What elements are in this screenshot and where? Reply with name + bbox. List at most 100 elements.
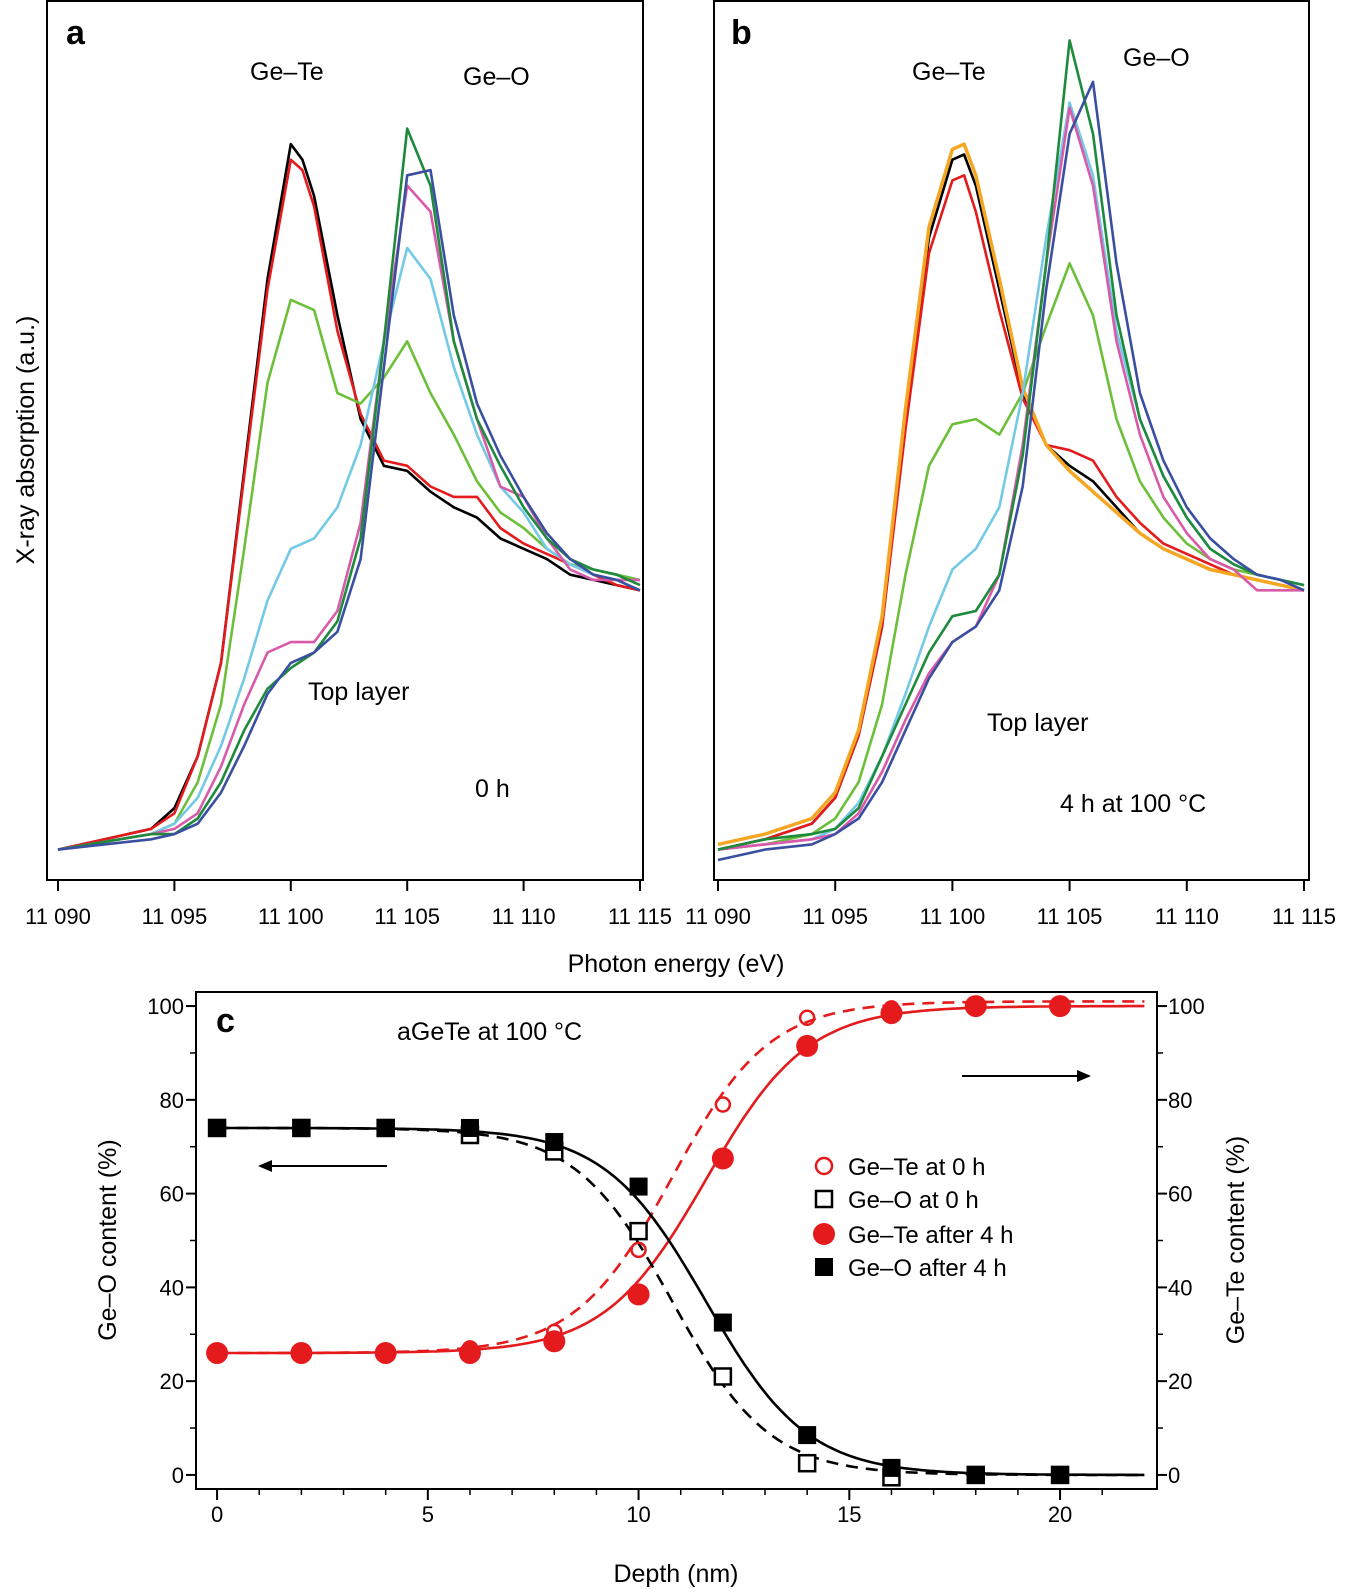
- panel-c-y-tick-label-left: 0: [172, 1463, 184, 1488]
- panel-b-frame: [713, 0, 1310, 881]
- panel-c-point-ge-o-at-0-h: [629, 1221, 648, 1241]
- panel-c-fit-ge-o-at-0-h: [217, 1126, 1145, 1477]
- panel-a-y-axis-title: X-ray absorption (a.u.): [12, 316, 40, 565]
- panel-b-series-light-blue: [717, 101, 1305, 851]
- panel-b-series-orange: [717, 142, 1305, 847]
- panel-c-point-ge-te-after-4-h: [711, 1147, 734, 1170]
- panel-c-axes: 0 5 10 15 20 0 0 20 20 40 40 60 60 80 80 100 100: [147, 994, 1204, 1527]
- panel-c-y-tick-label-left: 100: [147, 994, 184, 1019]
- panel-a-annotation-time: 0 h: [475, 775, 510, 803]
- legend-marker-gete-0h: [814, 1156, 834, 1176]
- panel-a: 11 090 11 095 11 100 11 105 11 110 11 115 a G…: [12, 0, 672, 929]
- panel-b-x-tick-label: 11 100: [920, 904, 986, 929]
- panel-b-series-dark-green: [717, 39, 1305, 851]
- panel-c-y-axis-title-left: Ge–O content (%): [94, 1139, 122, 1340]
- panel-b-x-tick-label: 11 105: [1037, 904, 1103, 929]
- panel-a-series-magenta: [57, 184, 640, 851]
- panel-c-point-ge-o-after-4-h: [376, 1118, 395, 1137]
- panel-c-point-ge-o-after-4-h: [882, 1458, 901, 1477]
- panel-c-point-ge-te-after-4-h: [964, 995, 987, 1018]
- panel-b-x-tick-label: 11 095: [802, 904, 868, 929]
- panel-b-annotation-time: 4 h at 100 °C: [1060, 790, 1206, 818]
- panel-a-series-red: [57, 158, 641, 851]
- panel-a-series-light-green: [57, 298, 641, 851]
- panel-a-series-dark-blue: [57, 168, 641, 851]
- panel-b-x-tick-label: 11 090: [685, 904, 751, 929]
- panel-c-point-ge-o-after-4-h: [713, 1313, 732, 1332]
- panel-c-point-ge-te-after-4-h: [1049, 995, 1072, 1018]
- panel-c-point-ge-o-after-4-h: [966, 1465, 985, 1484]
- panel-c-y-axis-title-right: Ge–Te content (%): [1222, 1136, 1250, 1344]
- panel-c-y-tick-label-right: 0: [1168, 1463, 1180, 1488]
- panel-c-y-tick-label-right: 80: [1168, 1088, 1192, 1113]
- legend-label-geo-4h: Ge–O after 4 h: [848, 1255, 1007, 1282]
- panel-b-x-axis: 11 090 11 095 11 100 11 105 11 110 11 115: [685, 880, 1336, 929]
- legend-marker-geo-0h: [814, 1189, 834, 1209]
- panel-a-x-tick-label: 11 090: [25, 904, 91, 929]
- right-arrow: [962, 1070, 1091, 1082]
- panel-a-x-tick-label: 11 095: [142, 904, 208, 929]
- panel-b-series: [717, 39, 1305, 862]
- panel-b-series-black: [717, 153, 1305, 851]
- shared-x-axis-title: Photon energy (eV): [568, 950, 785, 978]
- panel-a-x-axis: 11 090 11 095 11 100 11 105 11 110 11 115: [25, 880, 672, 929]
- legend-marker-geo-4h: [815, 1258, 833, 1276]
- panel-c-point-ge-te-after-4-h: [290, 1342, 313, 1365]
- panel-c-y-tick-label-right: 40: [1168, 1275, 1192, 1300]
- legend-label-gete-4h: Ge–Te after 4 h: [848, 1222, 1013, 1249]
- panel-a-x-tick-label: 11 105: [374, 904, 440, 929]
- left-arrow: [258, 1160, 387, 1172]
- panel-c-point-ge-o-after-4-h: [545, 1133, 564, 1152]
- panel-c-y-tick-label-left: 40: [160, 1275, 184, 1300]
- legend-label-geo-0h: Ge–O at 0 h: [848, 1187, 979, 1214]
- panel-c-x-tick-label: 0: [211, 1502, 223, 1527]
- panel-a-annotation-gete: Ge–Te: [250, 58, 324, 86]
- panel-a-series: [57, 127, 641, 851]
- legend: Ge–Te at 0 h Ge–O at 0 h Ge–Te after 4 h…: [813, 1154, 1013, 1282]
- legend-marker-gete-4h: [813, 1223, 835, 1245]
- panel-c-x-tick-label: 20: [1048, 1502, 1072, 1527]
- panel-c-point-ge-te-after-4-h: [374, 1342, 397, 1365]
- panel-b: 11 090 11 095 11 100 11 105 11 110 11 115 b G…: [685, 0, 1336, 929]
- panel-c-fit-ge-te-at-0-h: [217, 1000, 1145, 1355]
- panel-b-series-magenta: [717, 106, 1304, 851]
- panel-c-title: aGeTe at 100 °C: [397, 1018, 582, 1046]
- panel-b-annotation-gete: Ge–Te: [912, 58, 986, 86]
- panel-c-point-ge-o-at-0-h: [713, 1367, 733, 1386]
- legend-label-gete-0h: Ge–Te at 0 h: [848, 1154, 985, 1181]
- panel-c-point-ge-te-after-4-h: [543, 1330, 566, 1353]
- panel-c-point-ge-o-after-4-h: [798, 1426, 817, 1445]
- panel-a-x-tick-label: 11 100: [258, 904, 324, 929]
- panel-c-x-tick-label: 5: [422, 1502, 434, 1527]
- panel-b-x-tick-label: 11 115: [1272, 904, 1336, 929]
- panel-c-x-tick-label: 10: [626, 1502, 650, 1527]
- panel-a-series-dark-green: [57, 127, 641, 851]
- panel-c-point-ge-o-after-4-h: [292, 1118, 311, 1137]
- panel-b-x-tick-label: 11 110: [1155, 904, 1219, 929]
- panel-c-points: [206, 995, 1072, 1487]
- panel-c-x-tick-label: 15: [837, 1502, 861, 1527]
- panel-c-y-tick-label-left: 80: [160, 1088, 184, 1113]
- panel-b-annotation-top-layer: Top layer: [987, 709, 1088, 737]
- panel-c-point-ge-o-at-0-h: [797, 1453, 817, 1473]
- panel-c-y-tick-label-right: 60: [1168, 1182, 1192, 1207]
- panel-c-y-tick-label-right: 20: [1168, 1369, 1192, 1394]
- panel-a-annotation-top-layer: Top layer: [308, 678, 409, 706]
- panel-c: 0 5 10 15 20 0 0 20 20 40 40 60 60 80 80 100 100 c aGeTe…: [94, 991, 1250, 1588]
- panel-a-series-light-blue: [57, 246, 640, 851]
- panel-c-point-ge-o-after-4-h: [208, 1118, 227, 1137]
- panel-c-point-ge-o-after-4-h: [1051, 1465, 1070, 1484]
- panel-a-letter: a: [66, 14, 86, 52]
- panel-c-fit-curves: [217, 1000, 1145, 1477]
- panel-a-x-tick-label: 11 110: [492, 904, 556, 929]
- panel-a-frame: [46, 0, 644, 881]
- panel-c-point-ge-o-after-4-h: [460, 1118, 479, 1137]
- panel-b-letter: b: [731, 14, 752, 52]
- panel-c-x-axis-title: Depth (nm): [613, 1560, 738, 1588]
- panel-c-point-ge-te-after-4-h: [880, 1002, 903, 1025]
- panel-c-y-tick-label-right: 100: [1168, 994, 1205, 1019]
- panel-a-annotation-geo: Ge–O: [463, 63, 530, 91]
- panel-c-point-ge-te-after-4-h: [796, 1034, 819, 1057]
- panel-c-point-ge-te-after-4-h: [458, 1342, 481, 1365]
